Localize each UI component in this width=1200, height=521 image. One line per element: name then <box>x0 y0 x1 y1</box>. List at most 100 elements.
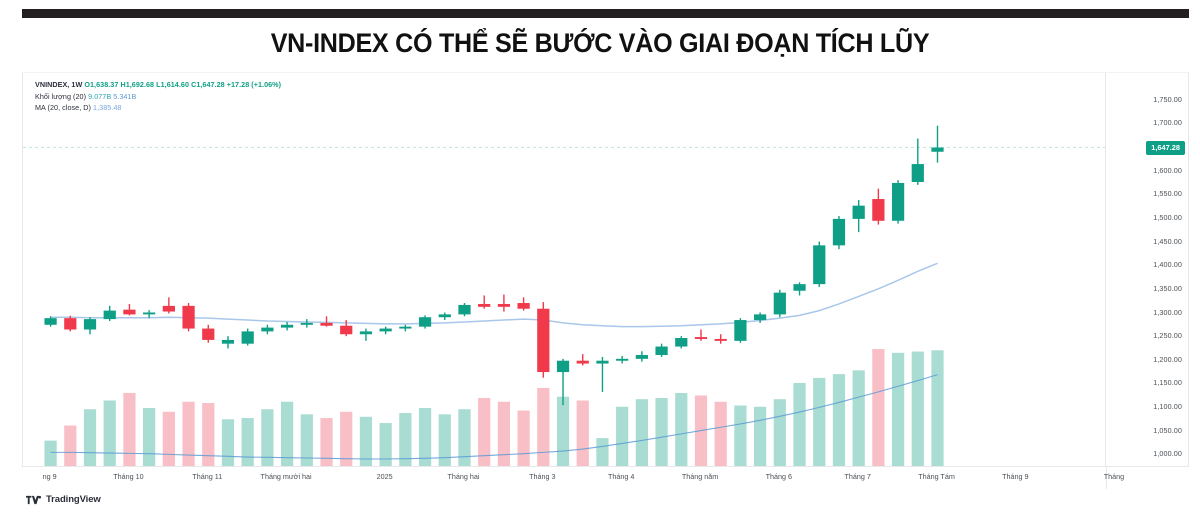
legend-low-label: L <box>156 80 161 89</box>
volume-bar <box>458 409 471 477</box>
candle-body <box>714 338 727 341</box>
current-price-badge[interactable]: 1,647.28 <box>1146 140 1185 156</box>
volume-bar <box>813 377 826 477</box>
candle-body <box>911 164 924 183</box>
time-axis-tick: 2025 <box>376 472 393 481</box>
time-axis[interactable]: ng 9 Tháng 10 Tháng 11 Tháng mười hai 2025 Th… <box>22 466 1189 489</box>
volume-bar <box>497 401 511 477</box>
candle-body <box>143 312 156 315</box>
volume-bar <box>438 414 451 477</box>
volume-bar <box>576 400 589 477</box>
price-axis-tick: 1,250.00 <box>1153 331 1182 341</box>
volume-bar <box>616 406 629 477</box>
legend-high-label: H <box>120 80 126 89</box>
volume-bar <box>300 414 313 477</box>
candle-body <box>635 355 648 359</box>
time-axis-tick: Tháng 9 <box>1002 472 1029 481</box>
time-axis-tick: Tháng <box>1103 472 1125 481</box>
candle-body <box>537 308 550 373</box>
volume-bar <box>675 392 688 477</box>
volume-bar <box>143 408 156 477</box>
header-divider-rule <box>22 9 1189 18</box>
time-axis-tick: Tháng 3 <box>529 472 556 481</box>
candle-body <box>458 304 471 315</box>
time-axis-tick: Tháng 6 <box>765 472 792 481</box>
volume-bar <box>872 349 885 477</box>
volume-bar <box>241 418 254 477</box>
price-axis-tick: 1,450.00 <box>1153 236 1182 246</box>
candle-body <box>418 317 432 327</box>
tradingview-attribution[interactable]: TradingView <box>26 494 101 505</box>
time-axis-tick: Tháng hai <box>447 472 480 481</box>
candle-body <box>576 360 589 364</box>
volume-bar <box>202 402 215 477</box>
volume-bars <box>44 349 944 477</box>
legend-open-value: 1,638.37 <box>90 80 119 89</box>
candle-body <box>694 337 708 339</box>
candle-body <box>478 303 491 307</box>
volume-bar <box>931 350 944 477</box>
legend-row-ma: MA (20, close, D) 1,385.48 <box>35 102 281 114</box>
volume-bar <box>556 396 570 477</box>
volume-bar <box>340 411 353 477</box>
price-axis[interactable]: 1,750.00 1,700.00 1,600.00 1,550.00 1,500.00… <box>1105 73 1188 482</box>
page-title: VN-INDEX CÓ THỂ SẼ BƯỚC VÀO GIAI ĐOẠN TÍ… <box>270 28 930 58</box>
legend-low-value: 1,614.60 <box>160 80 189 89</box>
volume-bar <box>379 423 392 477</box>
volume-bar <box>635 399 648 477</box>
candle-body <box>83 319 97 330</box>
price-axis-tick: 1,400.00 <box>1153 260 1182 270</box>
candle-body <box>655 346 668 356</box>
time-axis-tick: Tháng năm <box>681 472 719 481</box>
legend-high-value: 1,692.68 <box>125 80 155 89</box>
volume-bar <box>182 401 195 477</box>
candle-body <box>399 326 412 329</box>
volume-bar <box>911 351 924 477</box>
candle-body <box>103 310 116 320</box>
time-axis-tick: Tháng 11 <box>192 472 223 481</box>
tradingview-brand-label: TradingView <box>46 494 101 505</box>
price-axis-tick: 1,700.00 <box>1153 118 1182 128</box>
candle-body <box>754 314 767 321</box>
legend-change-value: +17.28 (+1.06%) <box>226 80 282 89</box>
volume-bar <box>793 382 806 477</box>
candle-body <box>497 303 511 307</box>
candle-body <box>162 305 175 312</box>
volume-bar <box>773 399 786 477</box>
price-axis-tick: 1,350.00 <box>1153 283 1182 293</box>
price-axis-tick: 1,750.00 <box>1153 94 1182 104</box>
volume-bar <box>832 374 846 477</box>
legend-open-label: O <box>84 80 90 89</box>
candlestick-plot-svg <box>23 125 1107 477</box>
candle-body <box>556 360 570 373</box>
candles <box>44 125 944 406</box>
volume-bar <box>359 416 373 477</box>
volume-bar <box>103 400 116 477</box>
volume-bar <box>162 411 175 477</box>
candle-body <box>517 303 530 309</box>
volume-bar <box>320 418 333 477</box>
time-axis-tick: Tháng 10 <box>113 472 144 481</box>
price-axis-tick: 1,500.00 <box>1153 213 1182 222</box>
candle-body <box>280 324 294 328</box>
candle-body <box>300 322 313 325</box>
candle-body <box>813 245 826 285</box>
legend-ma-title: MA (20, close, D) <box>35 103 91 112</box>
time-axis-tick: Tháng mười hai <box>260 472 312 481</box>
candle-body <box>359 331 373 335</box>
chart-plot-area[interactable] <box>23 73 1107 477</box>
candle-body <box>261 327 274 332</box>
candle-body <box>44 318 57 325</box>
tradingview-chart[interactable]: 1,750.00 1,700.00 1,600.00 1,550.00 1,500.00… <box>22 72 1189 482</box>
legend-ma-value: 1,385.48 <box>93 103 122 112</box>
price-axis-tick: 1,200.00 <box>1153 354 1182 364</box>
candle-body <box>616 358 629 361</box>
volume-bar <box>83 409 97 477</box>
legend-symbol: VNINDEX, 1W <box>35 80 83 89</box>
candle-body <box>241 331 254 344</box>
time-axis-tick: Tháng 4 <box>608 472 635 481</box>
legend-row-symbol: VNINDEX, 1W O1,638.37 H1,692.68 L1,614.6… <box>35 79 281 91</box>
candle-body <box>891 182 905 221</box>
axis-corner-divider <box>1106 467 1107 489</box>
candle-body <box>123 309 136 315</box>
